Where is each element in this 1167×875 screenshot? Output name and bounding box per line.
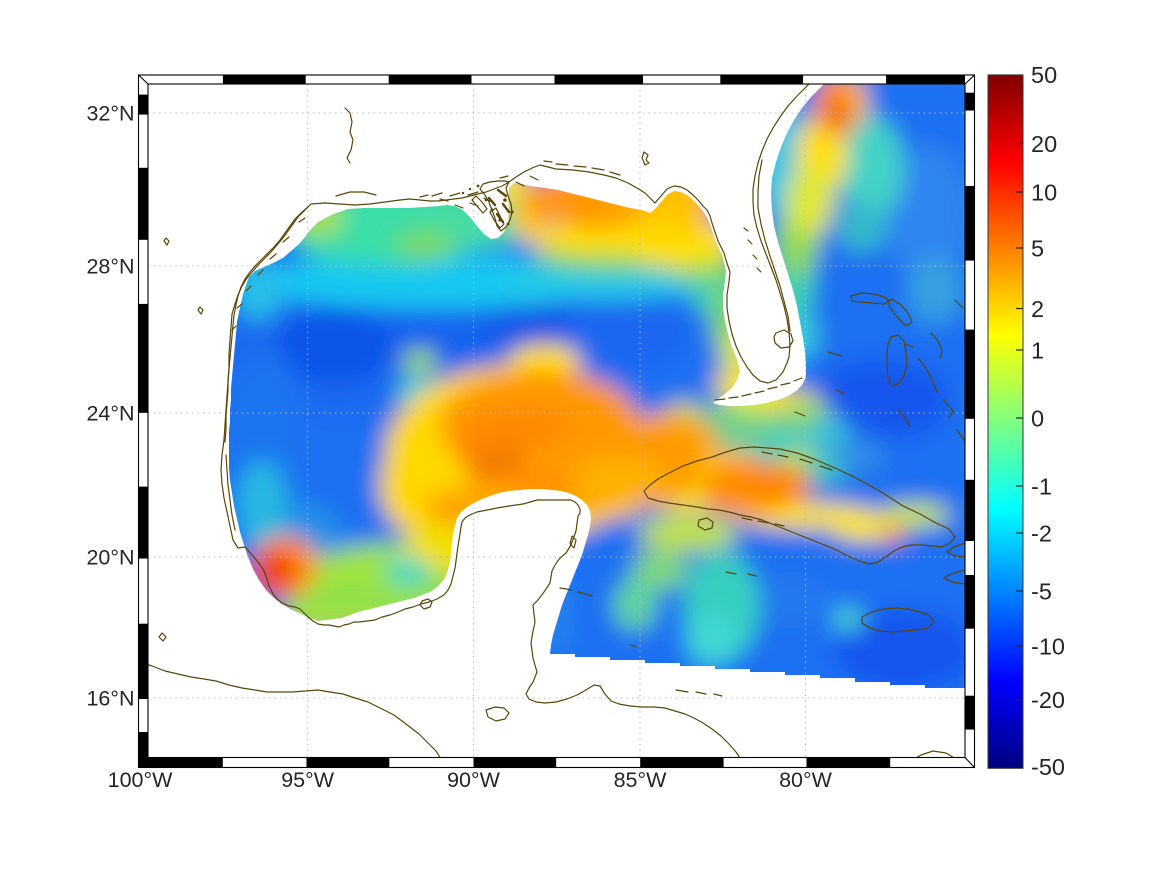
svg-text:95°W: 95°W bbox=[281, 768, 335, 792]
svg-text:5: 5 bbox=[1031, 236, 1044, 262]
svg-text:-20: -20 bbox=[1031, 687, 1065, 713]
svg-text:-5: -5 bbox=[1031, 579, 1052, 605]
svg-text:28°N: 28°N bbox=[86, 255, 134, 279]
svg-text:10: 10 bbox=[1031, 180, 1057, 206]
svg-text:20°N: 20°N bbox=[86, 546, 134, 570]
svg-text:50: 50 bbox=[1031, 62, 1057, 88]
svg-text:2: 2 bbox=[1031, 296, 1044, 322]
svg-text:-50: -50 bbox=[1031, 754, 1065, 780]
svg-text:16°N: 16°N bbox=[86, 687, 134, 711]
svg-text:20: 20 bbox=[1031, 131, 1057, 157]
svg-text:1: 1 bbox=[1031, 338, 1044, 364]
svg-text:85°W: 85°W bbox=[614, 768, 668, 792]
svg-text:32°N: 32°N bbox=[86, 102, 134, 126]
svg-text:-10: -10 bbox=[1031, 634, 1065, 660]
svg-text:80°W: 80°W bbox=[779, 768, 833, 792]
svg-text:90°W: 90°W bbox=[447, 768, 501, 792]
svg-text:-1: -1 bbox=[1031, 474, 1052, 500]
svg-text:0: 0 bbox=[1031, 406, 1044, 432]
svg-text:-2: -2 bbox=[1031, 521, 1052, 547]
svg-text:24°N: 24°N bbox=[86, 402, 134, 426]
svg-text:100°W: 100°W bbox=[108, 768, 173, 792]
